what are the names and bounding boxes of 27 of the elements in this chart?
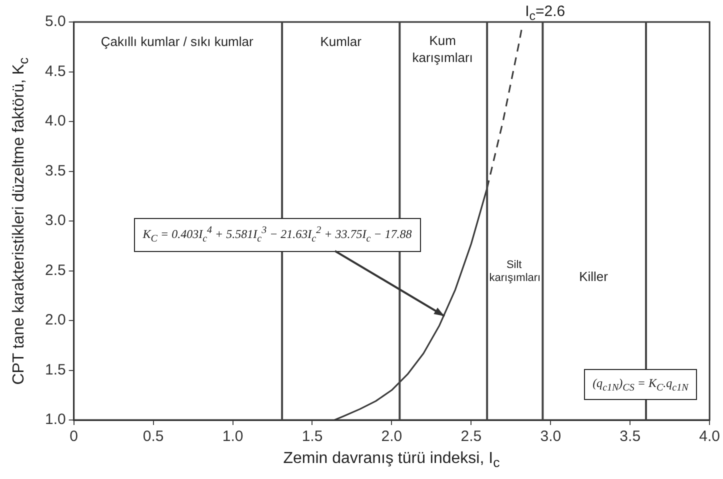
annotation: (q$_{c1N}$)$_{CS}$ = K$_{C}$.q$_{c1N}$ bbox=[584, 369, 698, 400]
ref-line-label: I$_{c}$=2.6 bbox=[525, 3, 566, 23]
x-tick-label: 3.0 bbox=[540, 428, 562, 446]
x-tick-label: 0.5 bbox=[142, 428, 164, 446]
y-tick-label: 1.0 bbox=[44, 411, 66, 428]
y-tick-label: 3.5 bbox=[44, 162, 66, 180]
y-tick-label: 2.0 bbox=[44, 312, 66, 329]
x-tick-label: 1.0 bbox=[222, 428, 244, 446]
annotation: Kum karışımları bbox=[411, 33, 474, 66]
y-tick-label: 1.5 bbox=[44, 361, 66, 378]
y-tick-label: 4.5 bbox=[44, 62, 66, 80]
x-tick-label: 0 bbox=[70, 428, 78, 446]
y-tick-label: 2.5 bbox=[44, 262, 66, 279]
annotation: Killer bbox=[578, 268, 609, 285]
annotation: Çakıllı kumlar / sıkı kumlar bbox=[100, 34, 254, 50]
text: K$_{C}$ = 0.403I$_{c}$$^{4}$ + 5.581I$_{c}$$^{3}$ − 21.63I$_{c}$$^{2}$ + 33.75I$_{c}$ − 17.88 bbox=[142, 225, 412, 245]
x-axis-title: Zemin davranış türü indeksi, I$_{c}$ bbox=[283, 450, 500, 470]
x-tick-label: 2.0 bbox=[381, 428, 402, 446]
x-tick-label: 2.5 bbox=[460, 428, 482, 446]
y-tick-label: 4.0 bbox=[44, 112, 66, 130]
annotation: Silt karışımları bbox=[489, 258, 541, 286]
x-tick-label: 1.5 bbox=[302, 428, 323, 446]
y-tick-label: 5.0 bbox=[44, 13, 66, 30]
annotation: Kumlar bbox=[319, 34, 362, 50]
x-tick-label: 4.0 bbox=[699, 428, 720, 446]
x-tick-label: 3.5 bbox=[620, 428, 641, 446]
y-tick-label: 3.0 bbox=[44, 212, 66, 230]
